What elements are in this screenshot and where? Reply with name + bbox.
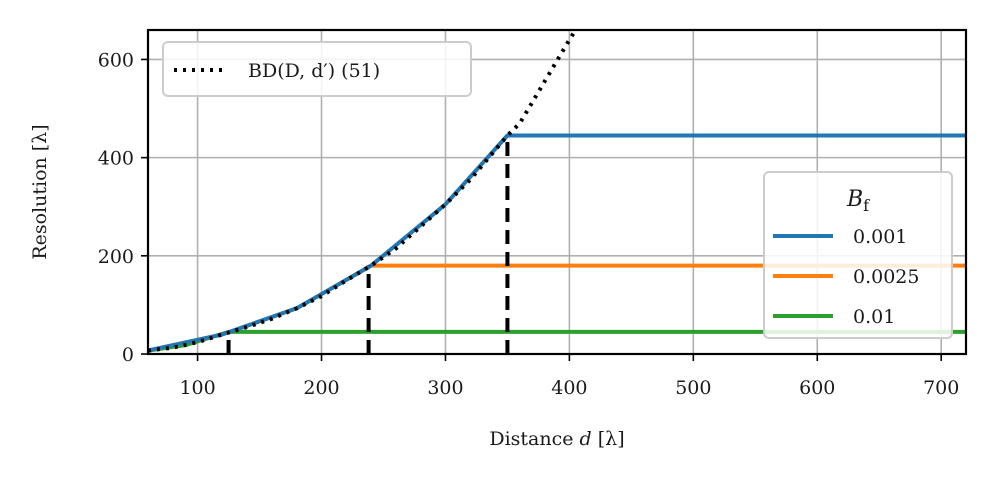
plot-border: [146, 28, 968, 356]
plot-frame: [146, 28, 968, 356]
series-layer: [148, 30, 966, 354]
legend-bd-box: [162, 41, 472, 97]
y-tick-label: 400: [98, 148, 134, 170]
x-axis-label: Distance d [λ]: [489, 428, 624, 450]
legend-label-0-0025: 0.0025: [853, 266, 919, 288]
axis-ticks: 100 200 300 400 500 600 700 0 200 400 600: [98, 49, 960, 399]
x-tick-label: 200: [303, 377, 339, 399]
x-tick-label: 700: [923, 377, 959, 399]
x-tick-label: 300: [427, 377, 463, 399]
legend-bf-box: [763, 171, 953, 339]
series-line-0-001: [148, 133, 966, 353]
legend-label-0-01: 0.01: [853, 306, 895, 328]
legend-label-0-001: 0.001: [853, 226, 907, 248]
x-tick-label: 500: [675, 377, 711, 399]
legend-bd: BD(D, d′) (51): [162, 41, 472, 97]
x-tick-label: 100: [179, 377, 215, 399]
y-axis-label: Resolution [λ]: [29, 124, 51, 259]
y-tick-label: 600: [98, 49, 134, 71]
legend-bd-label: BD(D, d′) (51): [248, 60, 380, 82]
legend-bf: Bf 0.001 0.0025 0.01: [763, 171, 953, 339]
y-tick-label: 0: [122, 344, 134, 366]
x-tick-label: 600: [799, 377, 835, 399]
x-tick-label: 400: [551, 377, 587, 399]
legend-bf-title: Bf: [846, 187, 870, 215]
y-tick-label: 200: [98, 246, 134, 268]
